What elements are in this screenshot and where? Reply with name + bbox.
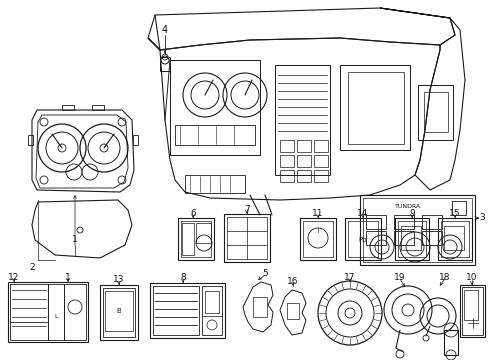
Bar bbox=[92, 105, 104, 110]
Bar bbox=[347, 221, 377, 257]
Bar bbox=[184, 175, 244, 193]
Bar bbox=[296, 170, 310, 182]
Bar bbox=[64, 284, 86, 340]
Bar bbox=[437, 218, 471, 260]
Text: 19: 19 bbox=[393, 273, 405, 282]
Bar bbox=[182, 223, 194, 255]
Text: 9: 9 bbox=[408, 210, 414, 219]
Bar bbox=[393, 215, 413, 229]
Bar bbox=[365, 231, 385, 245]
Text: 2: 2 bbox=[29, 264, 35, 273]
Bar bbox=[62, 105, 74, 110]
Bar bbox=[224, 214, 269, 262]
Bar bbox=[103, 288, 135, 337]
Bar bbox=[252, 297, 266, 317]
Bar bbox=[10, 284, 48, 340]
Text: 7: 7 bbox=[244, 206, 249, 215]
Bar bbox=[463, 290, 477, 320]
Bar bbox=[105, 291, 133, 331]
Circle shape bbox=[100, 144, 108, 152]
Bar bbox=[153, 286, 199, 335]
Text: 3: 3 bbox=[478, 213, 484, 222]
Text: 5: 5 bbox=[262, 269, 267, 278]
Bar bbox=[397, 221, 425, 257]
Bar bbox=[303, 221, 332, 257]
Bar bbox=[204, 291, 219, 313]
Text: 16: 16 bbox=[286, 276, 298, 285]
Bar bbox=[394, 218, 428, 260]
Bar bbox=[226, 217, 266, 259]
Text: L: L bbox=[54, 315, 58, 320]
Text: 8: 8 bbox=[180, 274, 185, 283]
Bar bbox=[443, 330, 457, 355]
Bar bbox=[280, 155, 293, 167]
Bar bbox=[421, 215, 441, 229]
Bar bbox=[345, 218, 380, 260]
Bar bbox=[400, 226, 420, 250]
Bar bbox=[440, 221, 468, 257]
Text: B: B bbox=[116, 308, 121, 314]
Text: 11: 11 bbox=[312, 210, 323, 219]
Bar bbox=[170, 60, 260, 155]
Text: 1: 1 bbox=[65, 273, 71, 282]
Bar bbox=[296, 140, 310, 152]
Bar bbox=[8, 282, 88, 342]
Bar bbox=[417, 85, 452, 140]
Bar bbox=[286, 303, 298, 319]
Bar bbox=[313, 155, 327, 167]
Bar bbox=[365, 215, 385, 229]
Text: 10: 10 bbox=[465, 274, 477, 283]
Bar bbox=[313, 170, 327, 182]
Bar bbox=[362, 198, 471, 262]
Bar bbox=[393, 231, 413, 245]
Bar bbox=[280, 140, 293, 152]
Bar bbox=[423, 92, 447, 132]
Circle shape bbox=[58, 144, 66, 152]
Bar bbox=[296, 155, 310, 167]
Text: 15: 15 bbox=[448, 210, 460, 219]
Bar bbox=[359, 195, 474, 265]
Bar bbox=[313, 140, 327, 152]
Text: 17: 17 bbox=[344, 273, 355, 282]
Text: 1: 1 bbox=[72, 235, 78, 244]
Bar bbox=[150, 283, 224, 338]
Bar bbox=[461, 287, 482, 335]
Bar bbox=[347, 72, 403, 144]
Bar bbox=[28, 135, 33, 145]
Bar bbox=[202, 286, 222, 335]
Text: TUNDRA: TUNDRA bbox=[394, 204, 420, 210]
Bar bbox=[160, 57, 170, 71]
Bar bbox=[196, 223, 210, 243]
Bar bbox=[459, 285, 484, 337]
Bar bbox=[133, 135, 138, 145]
Bar bbox=[421, 231, 441, 245]
Text: 6: 6 bbox=[190, 210, 196, 219]
Bar bbox=[48, 284, 64, 340]
Bar bbox=[339, 65, 409, 150]
Bar bbox=[181, 221, 210, 257]
Bar bbox=[178, 218, 214, 260]
Bar bbox=[274, 65, 329, 175]
Text: 14: 14 bbox=[357, 210, 368, 219]
Bar bbox=[451, 201, 465, 215]
Bar bbox=[443, 226, 463, 250]
Bar bbox=[280, 170, 293, 182]
Text: Pb: Pb bbox=[358, 237, 366, 243]
Text: 18: 18 bbox=[438, 273, 450, 282]
Bar bbox=[100, 285, 138, 340]
Text: 4: 4 bbox=[162, 25, 168, 35]
Bar bbox=[299, 218, 335, 260]
Text: 13: 13 bbox=[113, 275, 124, 284]
Text: 12: 12 bbox=[8, 273, 20, 282]
Bar bbox=[175, 125, 254, 145]
